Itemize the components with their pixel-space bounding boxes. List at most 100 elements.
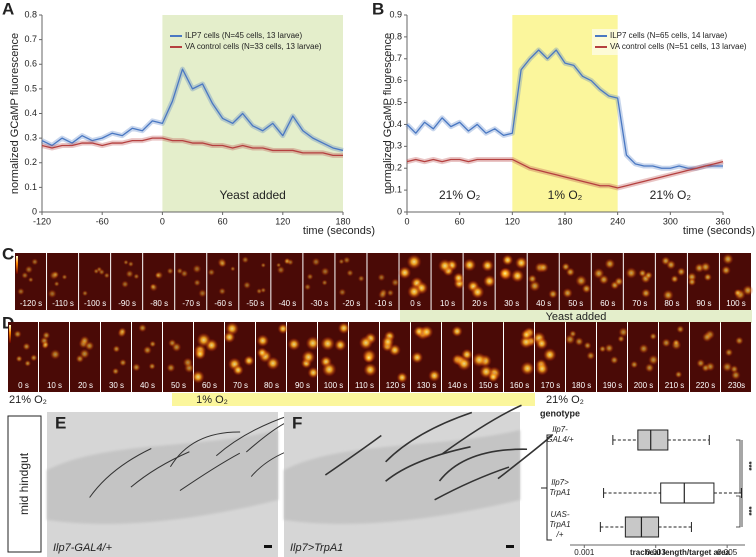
y-tick-label: 0.8 [389, 31, 402, 41]
image-frame [163, 322, 193, 392]
line [406, 158, 724, 189]
cell-signal [260, 262, 266, 268]
chart-title: genotype [540, 408, 580, 418]
box [660, 482, 715, 504]
cell-signal [149, 283, 158, 292]
trachea [169, 431, 241, 468]
y-tick-label: 0.3 [389, 141, 402, 151]
y-tick-label: 0.2 [389, 163, 402, 173]
frame-label: -50 s [246, 299, 264, 308]
cell-signal [586, 351, 596, 361]
cell-signal [232, 364, 244, 376]
frame-label: -10 s [375, 299, 393, 308]
category-label: TrpA1 [549, 520, 570, 529]
cell-signal [644, 363, 655, 373]
x-tick-label: 360 [715, 216, 730, 226]
cell-signal [51, 270, 60, 279]
frame-label: -100 s [84, 299, 106, 308]
frame-label: 0 s [18, 381, 29, 390]
frame-label: 100 s [324, 381, 344, 390]
cell-signal [670, 274, 679, 284]
cell-signal [548, 289, 558, 299]
frame-label: -40 s [278, 299, 296, 308]
cell-signal [483, 274, 496, 288]
cell-signal [22, 342, 31, 351]
panel-letter: E [55, 413, 66, 432]
cell-signal [527, 274, 537, 284]
cell-signal [662, 289, 674, 301]
cell-signal [501, 254, 514, 266]
frame-label: 20 s [472, 299, 487, 308]
cell-signal [241, 256, 249, 264]
y-tick-label: 0.6 [389, 75, 402, 85]
cell-signal [180, 269, 189, 278]
x-tick-label: 240 [610, 216, 625, 226]
cell-signal [154, 272, 162, 279]
cell-signal [118, 327, 127, 336]
cell-signal [564, 334, 576, 345]
cell-signal [320, 267, 330, 276]
cell-signal [535, 337, 549, 350]
cell-signal [243, 355, 255, 367]
group-bracket [541, 434, 552, 541]
cell-signal [194, 348, 206, 360]
category-label: Ilp7- [552, 425, 568, 434]
cell-signal [125, 269, 134, 278]
y-tick-label: 0.7 [389, 53, 402, 63]
box [637, 429, 669, 451]
frame-label: 210 s [665, 381, 685, 390]
trachea [324, 434, 382, 476]
image-caption: Ilp7-GAL4/+ [53, 542, 113, 554]
cell-signal [305, 336, 320, 351]
x-tick-label: 120 [275, 216, 290, 226]
panel-letter: F [292, 413, 302, 432]
cell-signal [13, 330, 22, 339]
cell-signal [535, 362, 549, 376]
x-tick-label: 60 [218, 216, 228, 226]
cell-signal [614, 276, 624, 287]
frame-label: -20 s [343, 299, 361, 308]
cell-signal [79, 335, 90, 346]
cell-signal [81, 290, 89, 297]
x-axis-label: time (seconds) [683, 225, 755, 237]
frame-label: 190 s [603, 381, 623, 390]
legend-label: VA control cells (N=33 cells, 13 larvae) [185, 42, 322, 51]
legend-label: ILP7 cells (N=65 cells, 14 larvae) [610, 31, 728, 40]
frame-label: 20 s [78, 381, 93, 390]
cell-signal [381, 335, 395, 349]
cell-signal [119, 358, 127, 367]
frame-label: 180 s [572, 381, 592, 390]
y-tick-label: 0.5 [24, 83, 37, 93]
trachea [497, 433, 554, 480]
cell-signal [218, 259, 227, 268]
frame-label: 0 s [410, 299, 421, 308]
significance: *** [744, 506, 753, 516]
image-frame [132, 322, 162, 392]
y-tick-label: 0.4 [389, 119, 402, 129]
cell-signal [306, 273, 314, 281]
cell-signal [687, 277, 697, 287]
trachea [89, 448, 152, 498]
frame-label: 60 s [600, 299, 615, 308]
y-tick-label: 0.1 [24, 182, 37, 192]
frame-label: 200 s [634, 381, 654, 390]
frame-label: 10 s [440, 299, 455, 308]
frame-label: 80 s [664, 299, 679, 308]
image-frame [47, 253, 79, 310]
frame-label: 80 s [264, 381, 279, 390]
image-frame [721, 322, 751, 392]
image-frame [143, 253, 175, 310]
frame-label: 110 s [355, 381, 374, 390]
cell-signal [514, 256, 528, 270]
yeast-bar [400, 310, 752, 323]
cell-signal [287, 337, 301, 351]
trachea [438, 448, 528, 482]
cell-signal [666, 259, 676, 270]
cell-signal [24, 359, 32, 367]
cell-signal [47, 289, 57, 299]
cell-signal [730, 370, 741, 381]
cell-signal [676, 267, 686, 277]
image-frame [79, 253, 111, 310]
cell-signal [499, 267, 511, 280]
cell-signal [391, 278, 400, 287]
